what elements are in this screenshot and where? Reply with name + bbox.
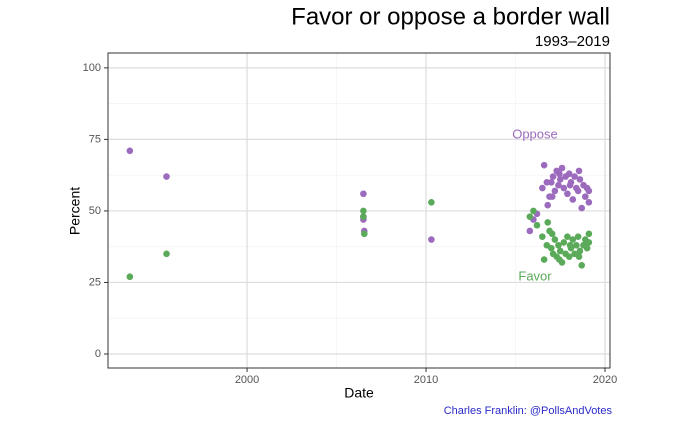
point [526,213,534,220]
point [583,244,591,252]
point [556,176,564,183]
point [163,250,170,258]
point [565,170,573,178]
point [360,207,367,215]
point [126,273,134,281]
point [566,181,574,189]
point [555,241,562,249]
point [564,233,571,240]
chart-title: Favor or oppose a border wall [291,3,610,30]
point [544,201,552,209]
point [576,176,584,183]
point [539,233,546,240]
point [548,193,556,200]
point [360,230,368,238]
point [585,230,593,238]
point [556,256,563,263]
point [533,221,541,229]
plot-border [107,52,611,369]
point [558,164,566,172]
point [544,219,552,226]
point [560,184,568,192]
point [543,241,551,249]
point [578,261,586,269]
point [569,236,577,243]
point [576,247,584,255]
y-axis-title: Percent [67,187,83,235]
point [556,247,564,255]
point [539,184,546,192]
point [126,147,134,155]
point [573,241,580,249]
x-tick-label: 2000 [235,374,259,386]
point [549,173,557,180]
x-axis-title: Date [344,385,374,401]
point [530,207,537,215]
point [575,167,583,175]
caption: Charles Franklin: @PollsAndVotes [444,405,613,417]
point [565,253,573,261]
chart-subtitle: 1993–2019 [535,33,610,50]
point [582,193,589,200]
point [578,204,586,212]
point [560,239,568,246]
point [526,227,534,235]
point [574,187,582,195]
point [543,179,551,186]
point [540,161,548,169]
point [585,187,593,195]
x-tick-label: 2010 [414,374,438,386]
point [564,190,571,198]
point [585,199,593,206]
point [574,233,582,240]
point [556,170,563,178]
point [551,236,559,243]
point [585,239,593,246]
point [163,173,170,180]
point [569,196,577,203]
point [548,230,556,238]
y-tick-label: 0 [95,348,101,360]
series-annotation: Favor [518,268,552,283]
point [540,256,548,263]
point [360,190,367,198]
y-tick-label: 75 [89,133,101,145]
point [360,213,367,220]
y-tick-label: 50 [89,205,101,217]
point [551,187,559,195]
point [571,173,578,180]
point [428,199,435,206]
point [575,253,583,261]
y-tick-label: 25 [89,276,101,288]
point [428,236,435,243]
point [566,241,574,249]
x-tick-label: 2020 [593,374,617,386]
series-annotation: Oppose [512,126,558,141]
y-tick-label: 100 [83,62,101,74]
point [555,181,562,189]
